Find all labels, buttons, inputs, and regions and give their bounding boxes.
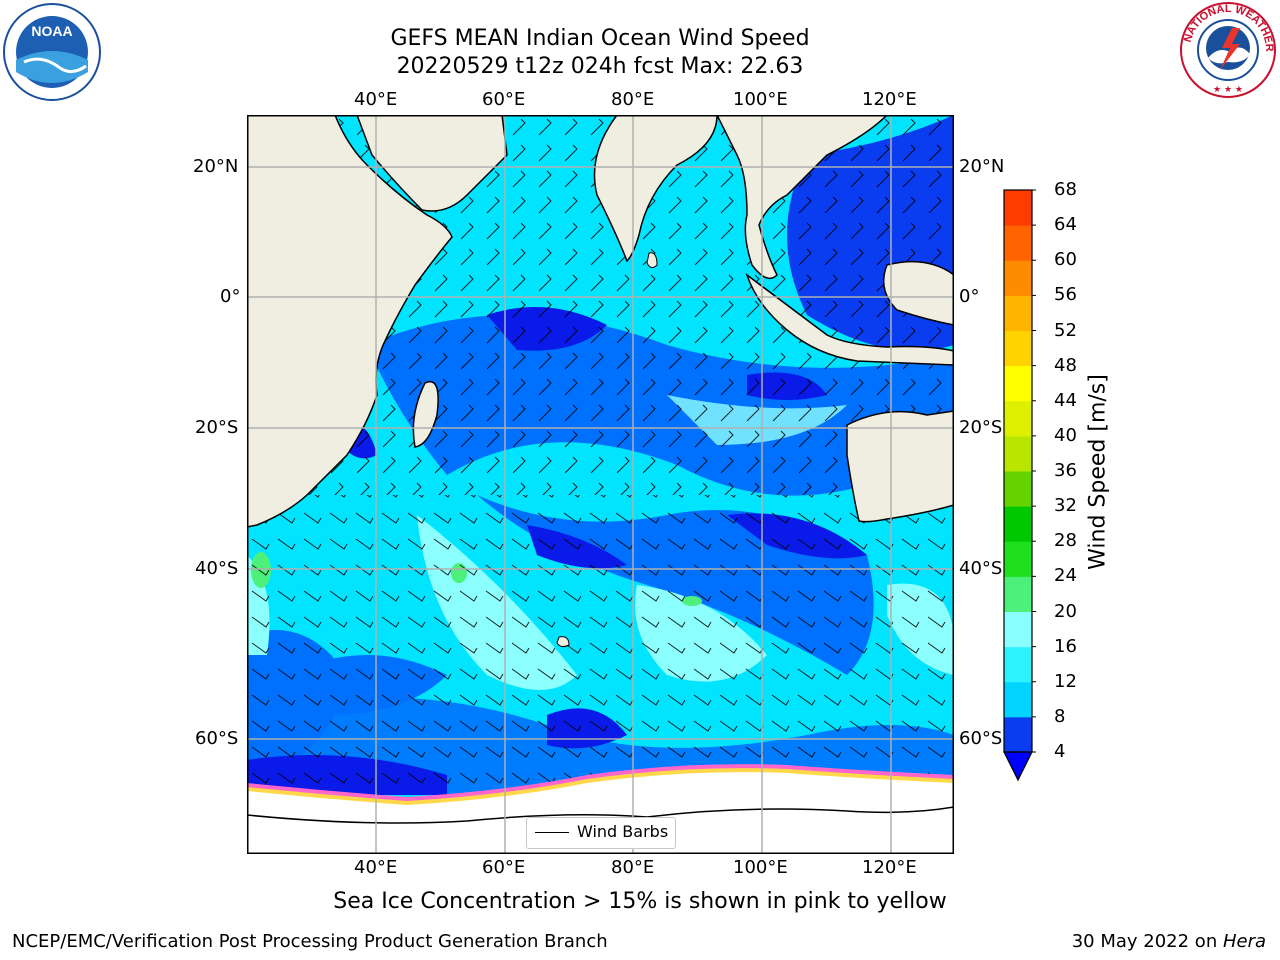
indonesia (882, 260, 954, 326)
colorbar-segment (1004, 365, 1032, 402)
colorbar-tick-label: 40 (1054, 424, 1077, 446)
southeast-asia (716, 115, 889, 280)
colorbar-segment (1004, 541, 1032, 577)
colorbar-tick-label: 48 (1054, 354, 1077, 376)
map-legend: Wind Barbs (526, 817, 676, 849)
colorbar-tick-label: 36 (1054, 460, 1077, 481)
colorbar-tick-label: 32 (1054, 495, 1077, 517)
lon-label-top: 40°E (354, 89, 398, 110)
colorbar-tick-label: 28 (1054, 530, 1077, 552)
lon-label-bottom: 40°E (354, 857, 398, 878)
colorbar-segment (1004, 646, 1032, 683)
colorbar-segment (1004, 576, 1032, 612)
colorbar-tick-label: 64 (1054, 214, 1077, 236)
lat-label-left: 40°S (195, 558, 239, 579)
colorbar-segment (1004, 295, 1032, 331)
lon-label-bottom: 100°E (733, 857, 788, 878)
lat-label-right: 60°S (959, 728, 1003, 749)
colorbar-segment (1004, 611, 1032, 648)
chart-title: GEFS MEAN Indian Ocean Wind Speed (390, 26, 810, 51)
lat-label-right: 40°S (959, 558, 1003, 579)
colorbar-tick-label: 4 (1054, 741, 1066, 762)
lon-label-top: 120°E (862, 89, 917, 110)
footer-credit: NCEP/EMC/Verification Post Processing Pr… (12, 931, 608, 952)
colorbar-segment (1004, 681, 1032, 718)
colorbar-under-triangle (1003, 751, 1033, 782)
colorbar-segment (1004, 225, 1032, 261)
footer-date: 30 May 2022 on Hera (1072, 931, 1266, 952)
lon-label-top: 60°E (482, 89, 526, 110)
colorbar-segment (1004, 716, 1032, 753)
colorbar-segment (1004, 190, 1032, 226)
lon-label-bottom: 80°E (611, 857, 655, 878)
nws-logo: NATIONAL WEATHER SERVICE ★ ★ ★ (1178, 0, 1276, 98)
lon-label-bottom: 60°E (482, 857, 526, 878)
legend-line-swatch (535, 832, 569, 833)
sea-ice-note: Sea Ice Concentration > 15% is shown in … (333, 889, 947, 914)
lon-label-top: 100°E (733, 89, 788, 110)
colorbar-segment (1004, 400, 1032, 437)
lon-label-top: 80°E (611, 89, 655, 110)
madagascar (412, 381, 439, 448)
lat-label-right: 20°N (959, 156, 1005, 177)
footer-machine: Hera (1222, 931, 1266, 952)
lat-label-left: 60°S (195, 728, 239, 749)
chart-subtitle: 20220529 t12z 024h fcst Max: 22.63 (396, 54, 804, 79)
wind-speed-map (247, 115, 954, 854)
colorbar-tick-label: 16 (1054, 635, 1077, 657)
sri-lanka (646, 252, 658, 269)
legend-label: Wind Barbs (577, 822, 669, 841)
gridlines (247, 115, 954, 854)
arabia (356, 115, 508, 212)
colorbar-tick-label: 60 (1054, 249, 1077, 271)
colorbar-segment (1004, 260, 1032, 296)
colorbar-segment (1004, 435, 1032, 472)
lon-label-bottom: 120°E (862, 857, 917, 878)
colorbar-tick-label: 44 (1054, 389, 1077, 411)
lat-label-right: 20°S (959, 417, 1003, 438)
lat-label-left: 20°S (195, 417, 239, 438)
colorbar-tick-label: 24 (1054, 565, 1077, 587)
colorbar-label: Wind Speed [m/s] (1085, 374, 1111, 570)
colorbar-tick-label: 56 (1054, 284, 1077, 306)
kerguelen (556, 636, 570, 648)
indonesia (745, 272, 954, 366)
colorbar-tick-label: 20 (1054, 600, 1077, 622)
colorbar-tick-label: 12 (1054, 670, 1077, 692)
lat-label-left: 0° (220, 286, 241, 307)
colorbar (1003, 189, 1036, 782)
antarctica (247, 772, 954, 854)
lat-label-left: 20°N (193, 156, 239, 177)
colorbar-tick-label: 68 (1054, 179, 1077, 200)
lat-label-right: 0° (959, 286, 980, 307)
svg-text:★ ★ ★: ★ ★ ★ (1213, 85, 1243, 95)
colorbar-tick-label: 8 (1054, 705, 1066, 727)
africa (247, 115, 453, 528)
colorbar-segment (1004, 471, 1032, 507)
noaa-logo: NOAA (3, 3, 101, 101)
colorbar-segment (1004, 506, 1032, 542)
footer-date-text: 30 May 2022 on (1071, 931, 1223, 952)
colorbar-tick-label: 52 (1054, 319, 1077, 341)
colorbar-segment (1004, 330, 1032, 367)
noaa-logo-text: NOAA (31, 23, 72, 39)
wind-barbs (247, 495, 954, 795)
